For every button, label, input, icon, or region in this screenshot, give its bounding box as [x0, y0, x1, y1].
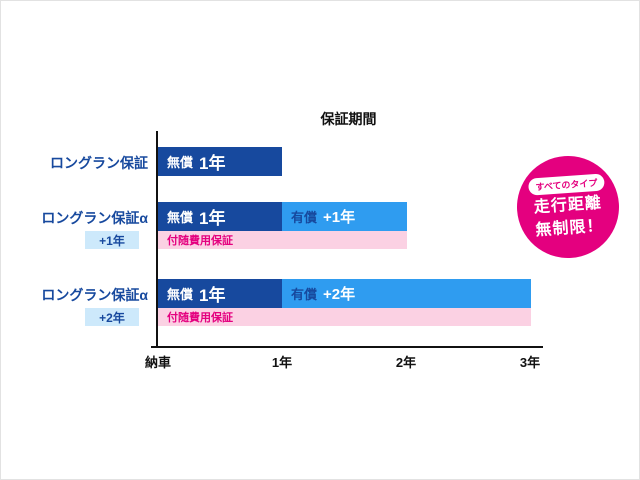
row2-free-value: 1年 [199, 209, 226, 228]
row2-paid-value: +1年 [323, 209, 356, 226]
row3-free-bar: 無償 1年 [158, 279, 282, 308]
row2-paid-bar: 有償 +1年 [282, 202, 407, 231]
badge-mileage-text: 走行距離 [533, 194, 603, 217]
row2-incidental-label: 付随費用保証 [167, 235, 233, 247]
row1-free-bar: 無償 1年 [158, 147, 282, 176]
badge-unlimited-text: 無制限！ [534, 217, 604, 239]
row2-free-bar: 無償 1年 [158, 202, 282, 231]
row3-paid-bar: 有償 +2年 [282, 279, 531, 308]
row3-incidental-bar: 付随費用保証 [158, 308, 531, 326]
chart-title: 保証期間 [320, 111, 377, 127]
row1-free-label: 無償 [167, 155, 194, 170]
row2-label: ロングラン保証α [41, 210, 148, 226]
y-axis-line [156, 131, 158, 347]
row1-label: ロングラン保証 [50, 155, 148, 171]
row3-paid-label: 有償 [291, 287, 318, 302]
row3-free-label: 無償 [167, 287, 194, 302]
row3-incidental-label: 付随費用保証 [167, 312, 233, 324]
row2-sublabel: +1年 [85, 231, 139, 249]
row2-incidental-bar: 付随費用保証 [158, 231, 407, 249]
row3-paid-value: +2年 [323, 286, 356, 303]
row3-free-value: 1年 [199, 286, 226, 305]
x-tick-delivery: 納車 [144, 355, 171, 370]
row2-free-label: 無償 [167, 210, 194, 225]
unlimited-mileage-badge: すべてのタイプ 走行距離 無制限！ [513, 152, 623, 262]
badge-all-types-pill: すべてのタイプ [527, 173, 605, 196]
row3-label: ロングラン保証α [41, 287, 148, 303]
x-tick-year2: 2年 [395, 355, 417, 370]
row2-paid-label: 有償 [291, 210, 318, 225]
x-tick-year1: 1年 [271, 355, 293, 370]
row3-sublabel: +2年 [85, 308, 139, 326]
row1-free-value: 1年 [199, 154, 226, 173]
x-tick-year3: 3年 [519, 355, 541, 370]
x-axis-line [151, 346, 543, 348]
